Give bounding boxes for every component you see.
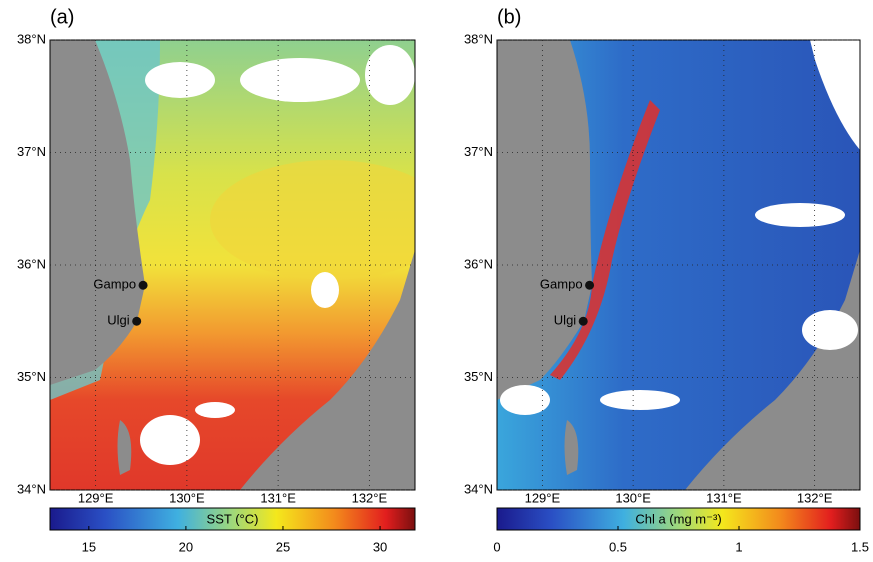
colorbar-tick-label: 30 xyxy=(373,539,387,554)
colorbar xyxy=(496,507,861,531)
colorbar-label: Chl a (mg m⁻³) xyxy=(635,511,721,526)
colorbar-tick-label: 20 xyxy=(179,539,193,554)
panel-label: (a) xyxy=(50,6,74,28)
lat-tick-label: 35°N xyxy=(464,369,493,384)
panel-label: (b) xyxy=(497,6,521,28)
lon-tick-label: 131°E xyxy=(706,490,742,505)
colorbar-tick-label: 0.5 xyxy=(609,539,627,554)
colorbar-tick-label: 1 xyxy=(735,539,742,554)
colorbar-tick-label: 1.5 xyxy=(851,539,869,554)
colorbar-tick-label: 15 xyxy=(82,539,96,554)
lon-tick-label: 129°E xyxy=(525,490,561,505)
station-label: Ulgi xyxy=(554,313,577,328)
lon-tick-label: 131°E xyxy=(260,490,296,505)
lon-tick-label: 132°E xyxy=(352,490,388,505)
lat-tick-label: 37°N xyxy=(17,144,46,159)
lat-tick-label: 36°N xyxy=(464,256,493,271)
colorbar-tick-label: 0 xyxy=(493,539,500,554)
panel-b-map xyxy=(497,40,860,490)
lon-tick-label: 130°E xyxy=(169,490,205,505)
station-marker xyxy=(138,280,148,290)
station-marker xyxy=(585,280,595,290)
lat-tick-label: 38°N xyxy=(464,31,493,46)
station-label: Gampo xyxy=(540,277,583,292)
lat-tick-label: 38°N xyxy=(17,31,46,46)
lat-tick-label: 34°N xyxy=(464,481,493,496)
panel-a-map xyxy=(50,40,415,490)
station-marker xyxy=(578,316,588,326)
lat-tick-label: 35°N xyxy=(17,369,46,384)
lat-tick-label: 34°N xyxy=(17,481,46,496)
lon-tick-label: 132°E xyxy=(797,490,833,505)
colorbar xyxy=(49,507,416,531)
colorbar-tick-label: 25 xyxy=(276,539,290,554)
station-marker xyxy=(132,316,142,326)
station-label: Gampo xyxy=(93,277,136,292)
lat-tick-label: 36°N xyxy=(17,256,46,271)
lat-tick-label: 37°N xyxy=(464,144,493,159)
colorbar-label: SST (°C) xyxy=(207,511,259,526)
station-label: Ulgi xyxy=(107,313,130,328)
lon-tick-label: 130°E xyxy=(615,490,651,505)
lon-tick-label: 129°E xyxy=(78,490,114,505)
